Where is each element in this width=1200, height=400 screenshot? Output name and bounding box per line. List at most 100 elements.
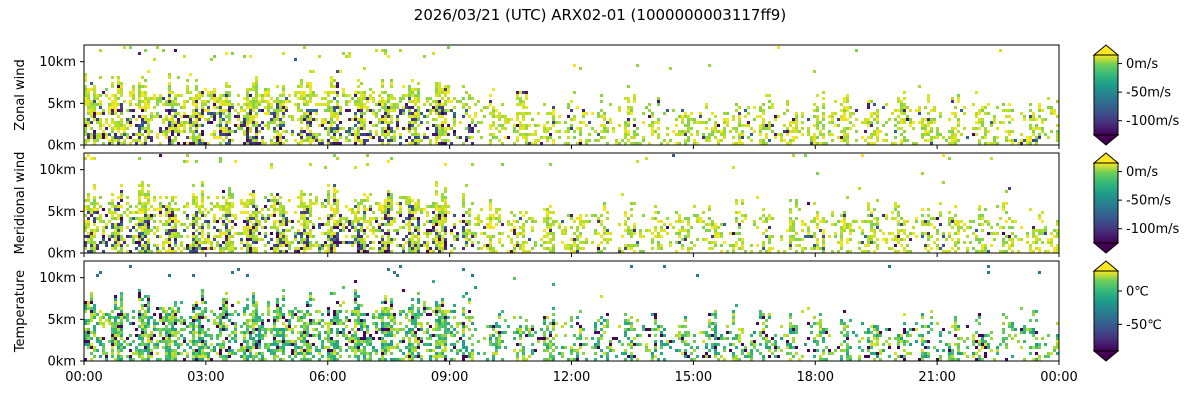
heatmap-cell [174,214,177,217]
heatmap-cell [213,235,216,238]
heatmap-cell [921,214,924,217]
heatmap-cell [603,124,606,127]
heatmap-cell [720,232,723,235]
heatmap-cell [636,244,639,247]
heatmap-cell [93,97,96,100]
heatmap-cell [765,220,768,223]
heatmap-cell [396,115,399,118]
heatmap-cell [162,346,165,349]
heatmap-cell [603,226,606,229]
heatmap-cell [333,211,336,214]
heatmap-cell [603,205,606,208]
heatmap-cell [120,247,123,250]
heatmap-cell [303,100,306,103]
heatmap-cell [714,226,717,229]
heatmap-cell [423,136,426,139]
heatmap-cell [186,79,189,82]
heatmap-cell [921,121,924,124]
heatmap-cell [294,232,297,235]
heatmap-cell [285,235,288,238]
heatmap-cell [534,220,537,223]
heatmap-cell [384,217,387,220]
heatmap-cell [669,223,672,226]
heatmap-cell [357,130,360,133]
heatmap-cell [168,88,171,91]
heatmap-cell [480,208,483,211]
heatmap-cell [435,130,438,133]
heatmap-cell [120,346,123,349]
heatmap-cell [159,214,162,217]
heatmap-cell [216,220,219,223]
heatmap-cell [675,133,678,136]
heatmap-cell [306,235,309,238]
heatmap-cell [1056,100,1059,103]
heatmap-cell [438,214,441,217]
heatmap-cell [93,130,96,133]
heatmap-cell [321,202,324,205]
heatmap-cell [438,241,441,244]
heatmap-cell [837,136,840,139]
heatmap-cell [147,340,150,343]
heatmap-cell [372,232,375,235]
heatmap-cell [216,241,219,244]
heatmap-cell [144,325,147,328]
heatmap-cell [144,91,147,94]
heatmap-cell [336,100,339,103]
heatmap-cell [327,190,330,193]
heatmap-cell [471,142,474,145]
heatmap-cell [111,247,114,250]
heatmap-cell [402,247,405,250]
heatmap-cell [330,208,333,211]
heatmap-cell [738,211,741,214]
heatmap-cell [129,217,132,220]
heatmap-cell [174,196,177,199]
heatmap-cell [111,202,114,205]
heatmap-cell [837,124,840,127]
heatmap-cell [738,226,741,229]
heatmap-cell [90,316,93,319]
heatmap-cell [360,247,363,250]
heatmap-cell [519,133,522,136]
heatmap-cell [573,130,576,133]
heatmap-cell [87,340,90,343]
heatmap-cell [426,250,429,253]
heatmap-cell [1002,241,1005,244]
heatmap-cell [903,97,906,100]
heatmap-cell [171,109,174,112]
heatmap-cell [123,211,126,214]
heatmap-cell [114,136,117,139]
heatmap-cell [744,115,747,118]
heatmap-cell [342,91,345,94]
heatmap-cell [315,103,318,106]
heatmap-cell [249,226,252,229]
heatmap-cell [405,199,408,202]
heatmap-cell [468,232,471,235]
heatmap-cell [219,94,222,97]
heatmap-cell [84,100,87,103]
heatmap-cell [114,325,117,328]
heatmap-cell [225,103,228,106]
heatmap-cell [213,205,216,208]
heatmap-cell [876,199,879,202]
heatmap-cell [552,244,555,247]
heatmap-cell [207,94,210,97]
heatmap-cell [867,106,870,109]
heatmap-cell [444,85,447,88]
heatmap-cell [834,223,837,226]
heatmap-cell [93,103,96,106]
colorbar-tick-label: 0m/s [1126,165,1158,180]
heatmap-cell [366,244,369,247]
y-tick-label: 0km [48,139,76,154]
heatmap-cell [186,121,189,124]
heatmap-cell [477,130,480,133]
heatmap-cell [546,127,549,130]
heatmap-cell [111,106,114,109]
heatmap-cell [180,106,183,109]
heatmap-cell [108,142,111,145]
heatmap-cell [90,232,93,235]
heatmap-cell [699,115,702,118]
heatmap-cell [270,118,273,121]
heatmap-cell [327,121,330,124]
heatmap-cell [432,133,435,136]
heatmap-cell [330,118,333,121]
